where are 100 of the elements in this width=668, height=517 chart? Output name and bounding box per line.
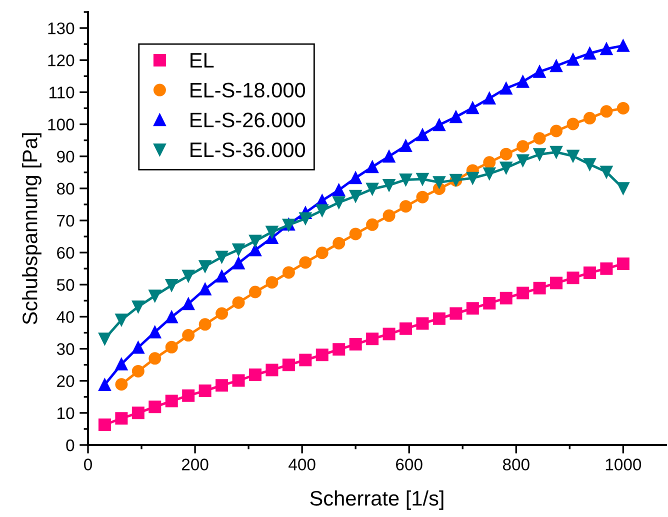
y-tick-label: 80 [56,182,74,195]
point [165,279,178,292]
point [533,282,546,294]
point [550,124,563,138]
point [332,196,346,209]
point [533,65,546,78]
point [616,258,630,270]
point [316,246,328,260]
point [366,332,379,346]
point [132,300,144,314]
point [533,148,546,161]
y-tick-label: 110 [50,86,74,98]
point [500,148,512,160]
legend-label: EL-S-18.000 [190,82,306,98]
point [583,158,596,171]
point [349,338,362,351]
point [516,140,530,153]
point [148,326,162,338]
point [248,368,262,382]
point [616,182,630,195]
point [533,132,546,145]
point [216,250,228,264]
point [316,348,328,362]
point [432,176,446,189]
point [132,341,144,354]
point [382,209,396,222]
x-tick-label: 0 [84,458,92,470]
point [483,156,496,169]
point [299,354,312,366]
point [583,47,596,60]
y-tick-label: 130 [48,22,74,34]
point [516,286,530,300]
point [516,154,530,167]
point [616,39,630,52]
y-tick-label: 100 [48,118,74,130]
point [400,200,412,213]
point [232,296,245,309]
point [248,286,262,298]
point [583,266,596,280]
point [182,298,195,310]
point [299,256,312,269]
point [500,162,512,174]
point [566,118,580,130]
point [165,394,178,408]
point [500,292,512,304]
point [349,228,362,240]
point [600,42,613,56]
point [550,146,563,158]
y-tick-label: 90 [57,150,74,163]
y-tick-label: 60 [57,246,74,259]
y-tick-label: 20 [57,375,74,388]
point [466,102,479,114]
y-tick-label: 30 [56,343,74,355]
point [466,172,479,184]
point [382,150,396,163]
point [566,53,580,66]
point [266,276,278,289]
point [148,352,162,365]
point [148,400,162,414]
point [232,256,245,270]
point [216,379,228,392]
point [332,184,346,196]
point [148,290,162,302]
point [416,317,429,330]
point [248,234,262,248]
point [483,296,496,310]
point [366,218,379,231]
y-axis-title: Schubspannung [Pa] [22,133,42,324]
x-tick-label: 400 [288,458,316,470]
point [366,160,379,174]
point [198,318,212,331]
legend-label: EL-S-26.000 [190,112,306,128]
point [566,150,580,162]
x-tick-label: 800 [502,458,530,470]
point [182,329,195,342]
point [616,102,630,114]
point [198,260,212,273]
point [349,190,362,202]
point [332,343,346,356]
y-tick-label: 50 [56,279,74,291]
point [98,332,111,346]
point [232,243,245,256]
point [483,167,496,180]
y-tick-label: 10 [58,407,74,420]
point [282,358,295,372]
point [566,272,580,284]
point [550,276,563,290]
point [450,307,462,320]
y-tick-label: 40 [56,311,74,323]
point [316,204,328,217]
point [450,110,462,124]
point [198,282,212,296]
point [115,314,128,326]
point [400,173,412,186]
point [432,118,446,132]
point [266,364,278,376]
x-axis-title: Scherrate [1/s] [310,490,444,510]
point [182,389,195,402]
point [115,378,128,391]
point [416,128,429,142]
